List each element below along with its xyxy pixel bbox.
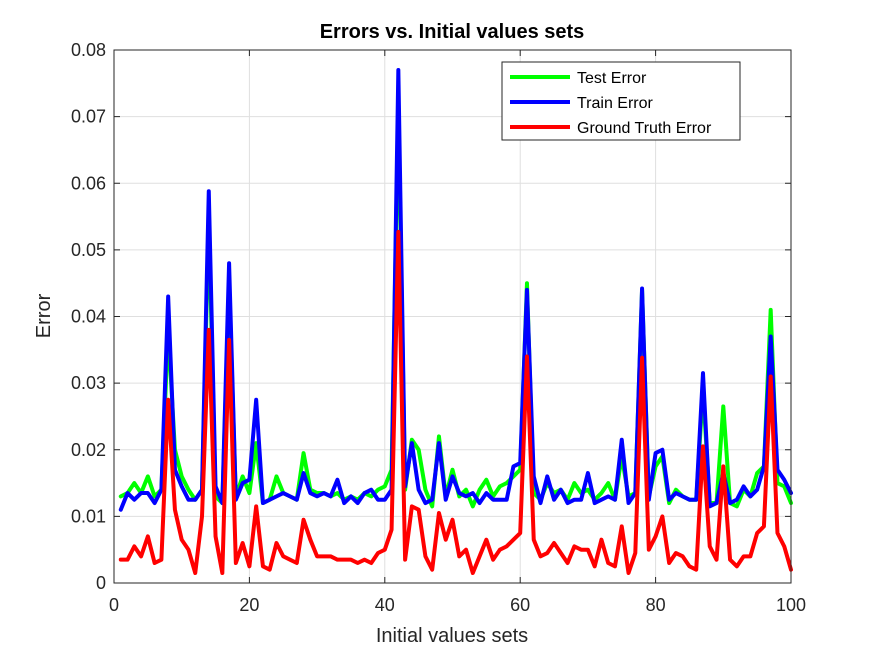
y-tick-label: 0.08 [71, 40, 106, 60]
y-tick-label: 0.07 [71, 107, 106, 127]
legend: Test Error Train Error Ground Truth Error [501, 61, 741, 141]
ticks: 0 20 40 60 80 100 0 0.01 0.02 0.03 0.04 0.05 0.06 0.0… [71, 40, 806, 615]
y-tick-label: 0.02 [71, 440, 106, 460]
y-tick-label: 0 [96, 573, 106, 593]
x-axis-label: Initial values sets [376, 625, 528, 647]
x-tick-label: 0 [109, 595, 119, 615]
chart-title: Errors vs. Initial values sets [320, 21, 585, 43]
series-line-ground-truth-error [118, 229, 793, 576]
x-tick-label: 80 [646, 595, 666, 615]
y-tick-label: 0.03 [71, 373, 106, 393]
x-tick-label: 100 [776, 595, 806, 615]
y-axis-label: Error [33, 293, 55, 338]
x-tick-label: 60 [510, 595, 530, 615]
y-tick-label: 0.01 [71, 506, 106, 526]
y-tick-label: 0.04 [71, 307, 106, 327]
series-lines [118, 67, 793, 576]
legend-label-test-error: Test Error [577, 70, 647, 87]
y-tick-label: 0.05 [71, 240, 106, 260]
legend-label-train-error: Train Error [577, 95, 654, 112]
x-tick-label: 20 [239, 595, 259, 615]
x-tick-label: 40 [375, 595, 395, 615]
y-tick-label: 0.06 [71, 173, 106, 193]
series-line-train-error [118, 67, 793, 512]
legend-label-ground-truth-error: Ground Truth Error [577, 120, 712, 137]
